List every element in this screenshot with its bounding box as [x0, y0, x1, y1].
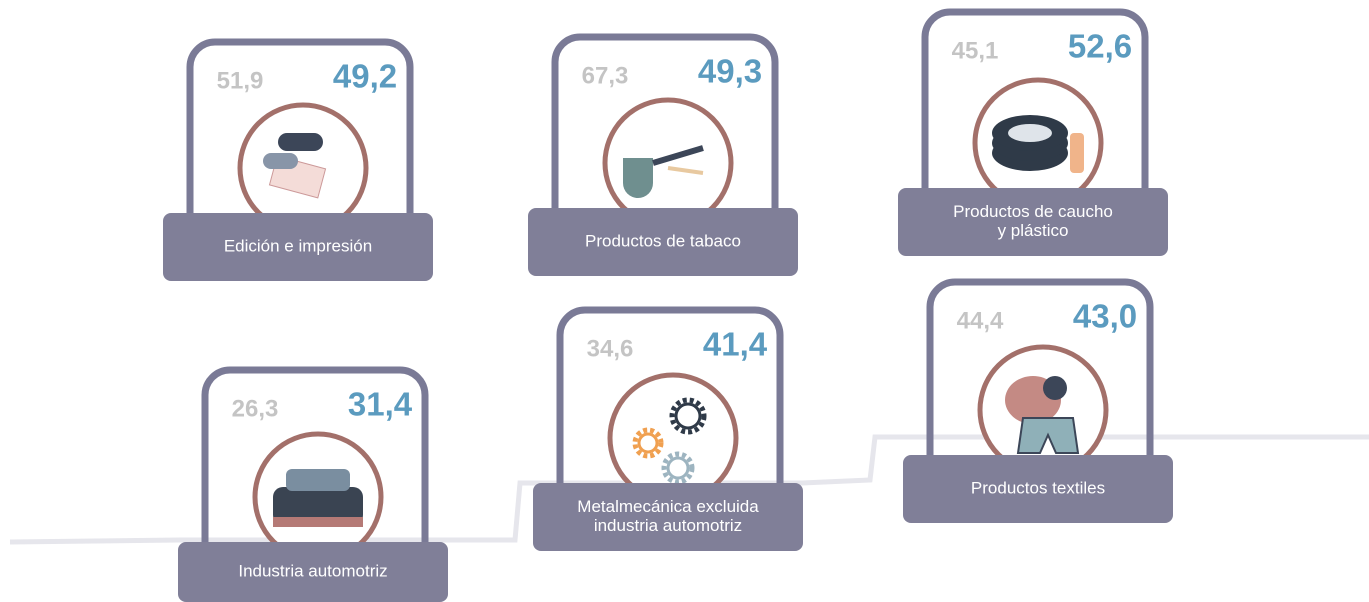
label-box	[528, 208, 798, 276]
card-label: Productos de tabaco	[585, 231, 741, 250]
icon-pipe	[623, 158, 653, 198]
value-right: 41,4	[703, 326, 768, 363]
value-left: 51,9	[217, 67, 264, 94]
card-label: Edición e impresión	[224, 236, 372, 255]
icon-bottle	[1070, 133, 1084, 173]
icon-gear	[637, 432, 659, 454]
value-left: 26,3	[232, 395, 279, 422]
value-left: 67,3	[582, 62, 629, 89]
card: 34,6 41,4 Metalmecánica excluidaindustria …	[533, 306, 803, 551]
icon-roller	[263, 153, 298, 169]
card: 51,9 49,2 Edición e impresión	[163, 38, 433, 281]
card: 67,3 49,3 Productos de tabaco	[528, 33, 798, 276]
icon-gear	[674, 402, 702, 430]
label-box	[898, 188, 1168, 256]
card-frame	[551, 33, 779, 208]
card-label: Industria automotriz	[238, 561, 387, 580]
card-frame	[921, 8, 1149, 188]
icon-gear	[669, 397, 707, 435]
card: 44,4 43,0 Productos textiles	[903, 278, 1173, 523]
card-label: Metalmecánica excluida	[577, 497, 759, 516]
icon-roller	[278, 133, 323, 151]
icon-car	[273, 487, 363, 525]
label-box	[178, 542, 448, 602]
icon-gear	[661, 451, 695, 485]
icon-spool-end	[1043, 376, 1067, 400]
value-left: 45,1	[952, 37, 999, 64]
label-box	[903, 455, 1173, 523]
card-label: y plástico	[998, 221, 1069, 240]
icon-cig	[667, 166, 704, 175]
card-frame	[186, 38, 414, 213]
icon-shorts	[1016, 417, 1080, 454]
card-frame	[556, 306, 784, 483]
icon-windshield	[286, 469, 350, 491]
icon-gear	[666, 456, 690, 480]
icon-stem	[652, 145, 704, 166]
card-frame	[201, 366, 429, 542]
value-right: 31,4	[348, 386, 413, 423]
icon-gear	[632, 427, 664, 459]
icon-circle	[607, 372, 739, 504]
value-left: 34,6	[587, 335, 634, 362]
card-frame	[926, 278, 1154, 455]
card: 26,3 31,4 Industria automotriz	[178, 366, 448, 602]
label-box	[533, 483, 803, 551]
label-box	[163, 213, 433, 281]
icon-rim	[1008, 124, 1052, 142]
card-label: Productos textiles	[971, 478, 1105, 497]
value-right: 43,0	[1073, 298, 1137, 335]
card-label: industria automotriz	[594, 516, 742, 535]
value-right: 49,3	[698, 53, 762, 90]
value-right: 52,6	[1068, 28, 1132, 65]
card-label: Productos de caucho	[953, 202, 1113, 221]
value-right: 49,2	[333, 58, 397, 95]
icon-bumper	[273, 517, 363, 527]
value-left: 44,4	[957, 307, 1004, 334]
